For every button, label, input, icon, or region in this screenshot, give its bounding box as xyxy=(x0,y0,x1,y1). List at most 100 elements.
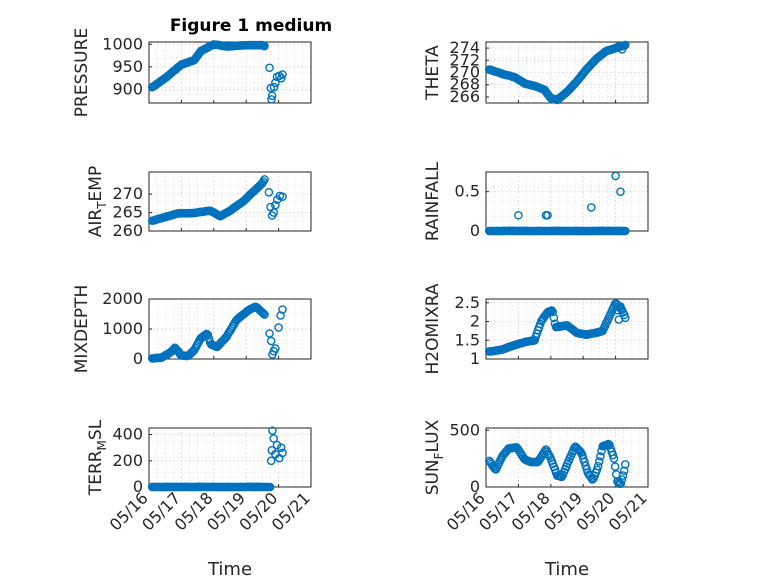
data-point xyxy=(269,82,279,92)
figure-title: Figure 1 medium xyxy=(170,16,332,36)
y-tick-label: 1000 xyxy=(102,319,143,338)
data-point xyxy=(274,323,283,332)
data-point xyxy=(596,452,605,461)
y-tick-label: 200 xyxy=(112,451,143,470)
y-tick-label: 270 xyxy=(449,63,480,82)
axes-frame xyxy=(485,298,649,360)
data-point xyxy=(271,344,280,353)
x-axis-label: Time xyxy=(544,559,589,580)
data-point xyxy=(265,482,275,492)
data-point xyxy=(614,315,624,324)
data-point xyxy=(278,192,287,202)
data-point xyxy=(269,434,279,443)
y-tick-label: 265 xyxy=(112,203,143,222)
y-tick-label: 400 xyxy=(112,425,143,444)
x-axis-label: Time xyxy=(207,559,252,580)
y-tick-label: 272 xyxy=(449,50,480,69)
data-point xyxy=(260,175,269,184)
y-tick-label: 0.5 xyxy=(455,182,480,201)
y-tick-label: 1 xyxy=(470,349,480,368)
data-point xyxy=(203,330,213,340)
data-point xyxy=(547,306,556,315)
y-tick-label: 266 xyxy=(449,87,480,106)
y-axis-label: H2OMIXRA xyxy=(423,283,443,374)
y-tick-label: 260 xyxy=(112,221,143,240)
data-point xyxy=(514,210,523,220)
y-tick-label: 1000 xyxy=(102,34,143,53)
data-point xyxy=(617,45,627,54)
data-point xyxy=(549,313,559,323)
data-point xyxy=(260,41,269,51)
data-point xyxy=(587,203,596,212)
y-axis-label: THETA xyxy=(423,45,443,101)
y-tick-label: 2 xyxy=(470,312,480,331)
y-tick-label: 0 xyxy=(133,349,143,368)
data-point xyxy=(271,200,280,210)
data-point xyxy=(264,187,274,197)
data-point xyxy=(278,448,287,458)
y-tick-label: 500 xyxy=(449,420,480,439)
data-point xyxy=(609,454,619,463)
data-point xyxy=(617,475,627,484)
data-point xyxy=(543,210,552,220)
data-point xyxy=(621,460,630,469)
data-point xyxy=(257,308,267,317)
data-point xyxy=(619,466,629,476)
data-point xyxy=(593,461,603,471)
y-tick-label: 268 xyxy=(449,75,480,94)
y-tick-label: 1.5 xyxy=(455,330,480,349)
axes-frame xyxy=(485,427,649,488)
data-point xyxy=(610,462,620,471)
data-point xyxy=(278,70,287,79)
panel-sunflux: 0500SUNFLUX05/1605/1705/1805/1905/2005/2… xyxy=(423,419,651,580)
data-point xyxy=(259,309,268,318)
data-point xyxy=(272,440,282,450)
y-tick-label: 270 xyxy=(112,184,143,203)
panel-terrmsl: 0200400TERRMSL05/1605/1705/1805/1905/200… xyxy=(86,419,314,580)
data-point xyxy=(271,78,280,87)
data-point xyxy=(266,456,276,466)
data-point xyxy=(618,471,628,480)
data-point xyxy=(621,226,630,236)
data-point xyxy=(548,307,558,317)
data-point xyxy=(611,171,620,181)
axes-frame xyxy=(148,171,312,232)
y-tick-label: 274 xyxy=(449,38,480,57)
data-point xyxy=(202,329,211,339)
y-axis-label: PRESSURE xyxy=(72,28,92,117)
panel-pressure: 900 950 1000 PRESSURE xyxy=(72,28,312,117)
y-tick-label: 900 xyxy=(112,79,143,98)
y-axis-label: TERRMSL xyxy=(86,419,109,496)
y-axis-label: MIXDEPTH xyxy=(72,285,92,374)
data-point xyxy=(266,336,276,346)
y-axis-label: SUNFLUX xyxy=(423,419,446,495)
y-tick-label: 2.5 xyxy=(455,293,480,312)
data-point xyxy=(278,305,287,314)
y-tick-label: 0 xyxy=(133,477,143,496)
data-point xyxy=(265,63,274,73)
data-point xyxy=(592,465,602,475)
data-point xyxy=(267,91,277,101)
axes-frame xyxy=(148,41,312,104)
data-point xyxy=(260,310,269,319)
data-point xyxy=(616,302,625,311)
data-point xyxy=(489,462,499,472)
data-point xyxy=(616,187,625,196)
data-point xyxy=(616,479,626,489)
y-tick-label: 950 xyxy=(112,57,143,76)
panel-h2omixra: 11.522.5 H2OMIXRA xyxy=(423,283,649,375)
data-point xyxy=(268,426,277,435)
data-point xyxy=(594,457,604,466)
y-tick-label: 2000 xyxy=(102,289,143,308)
y-axis-label: RAINFALL xyxy=(423,161,443,241)
panel-rainfall: 0 0.5 RAINFALL xyxy=(423,161,649,241)
y-tick-label: 0 xyxy=(470,221,480,240)
panel-mixdepth: 0 1000 2000 MIXDEPTH xyxy=(72,285,312,374)
y-axis-label: AIRTEMP xyxy=(86,166,109,237)
data-point xyxy=(267,95,276,104)
data-point xyxy=(276,443,286,452)
y-tick-label: 0 xyxy=(470,477,480,496)
